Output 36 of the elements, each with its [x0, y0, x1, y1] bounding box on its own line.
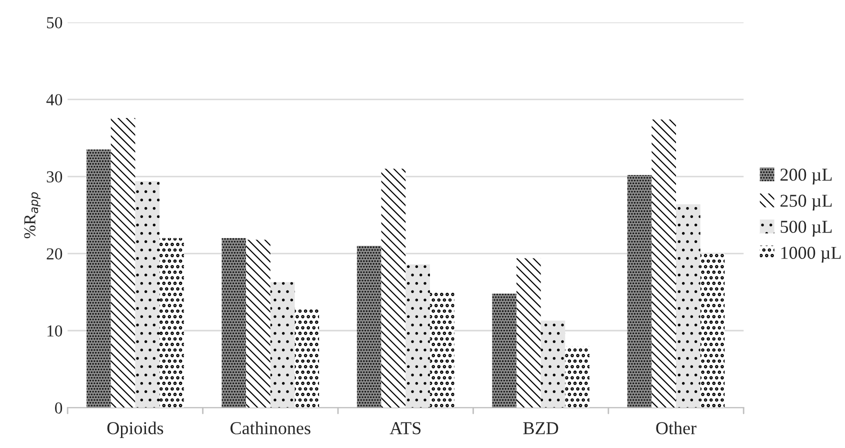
bar — [110, 118, 136, 408]
bar — [700, 254, 725, 408]
x-tick-label: Other — [656, 422, 696, 434]
bar — [565, 346, 590, 408]
bar — [627, 174, 652, 408]
bar — [652, 119, 676, 408]
bar — [246, 240, 270, 408]
bar — [406, 264, 430, 408]
bar — [270, 282, 295, 408]
bar — [430, 292, 454, 408]
bar — [294, 308, 320, 408]
bar — [492, 294, 516, 408]
x-tick-label: ATS — [390, 422, 421, 434]
bar — [356, 246, 382, 408]
legend-label: 500 µL — [780, 220, 832, 237]
y-tick-label: 0 — [55, 402, 62, 414]
bar — [516, 258, 541, 408]
y-tick-label: 10 — [48, 325, 62, 337]
y-tick-label: 50 — [47, 17, 62, 28]
y-axis-title: %R$_{app}$ — [24, 192, 40, 238]
x-tick-label: Cathinones — [230, 422, 310, 434]
legend-label: 250 µL — [780, 194, 832, 211]
bar — [86, 150, 111, 408]
bar — [222, 238, 246, 408]
y-tick-label: 40 — [46, 94, 62, 106]
x-tick-label: Opioids — [107, 422, 164, 438]
bar — [135, 181, 160, 408]
y-tick-label: 20 — [46, 248, 62, 260]
legend-label: 1000 µL — [781, 246, 841, 263]
bar — [540, 320, 566, 408]
x-tick-label: BZD — [523, 422, 558, 434]
y-tick-label: 30 — [46, 171, 62, 182]
bar — [160, 238, 184, 408]
bar — [676, 204, 700, 408]
legend-label: 200 µL — [780, 168, 832, 184]
bar — [381, 168, 406, 408]
